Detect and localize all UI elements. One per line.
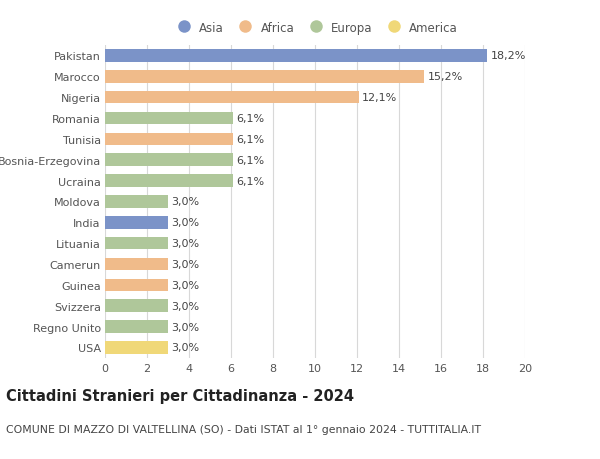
Text: 3,0%: 3,0% [171, 301, 199, 311]
Text: 6,1%: 6,1% [236, 176, 265, 186]
Text: 6,1%: 6,1% [236, 134, 265, 145]
Bar [105, 300, 168, 312]
Bar [105, 237, 168, 250]
Bar [105, 71, 424, 84]
Text: 18,2%: 18,2% [490, 51, 526, 62]
Text: 3,0%: 3,0% [171, 197, 199, 207]
Bar [105, 217, 168, 229]
Text: 3,0%: 3,0% [171, 342, 199, 353]
Bar [105, 279, 168, 291]
Bar [105, 112, 233, 125]
Bar [105, 320, 168, 333]
Text: 15,2%: 15,2% [427, 72, 463, 82]
Bar [105, 92, 359, 104]
Bar [105, 258, 168, 271]
Bar [105, 175, 233, 187]
Text: COMUNE DI MAZZO DI VALTELLINA (SO) - Dati ISTAT al 1° gennaio 2024 - TUTTITALIA.: COMUNE DI MAZZO DI VALTELLINA (SO) - Dat… [6, 425, 481, 435]
Text: 12,1%: 12,1% [362, 93, 398, 103]
Bar [105, 341, 168, 354]
Text: 3,0%: 3,0% [171, 218, 199, 228]
Text: 6,1%: 6,1% [236, 155, 265, 165]
Text: 3,0%: 3,0% [171, 280, 199, 290]
Text: 3,0%: 3,0% [171, 259, 199, 269]
Legend: Asia, Africa, Europa, America: Asia, Africa, Europa, America [170, 19, 460, 37]
Text: 3,0%: 3,0% [171, 239, 199, 249]
Bar [105, 196, 168, 208]
Text: 6,1%: 6,1% [236, 114, 265, 124]
Bar [105, 133, 233, 146]
Bar [105, 50, 487, 62]
Text: Cittadini Stranieri per Cittadinanza - 2024: Cittadini Stranieri per Cittadinanza - 2… [6, 388, 354, 403]
Text: 3,0%: 3,0% [171, 322, 199, 332]
Bar [105, 154, 233, 167]
